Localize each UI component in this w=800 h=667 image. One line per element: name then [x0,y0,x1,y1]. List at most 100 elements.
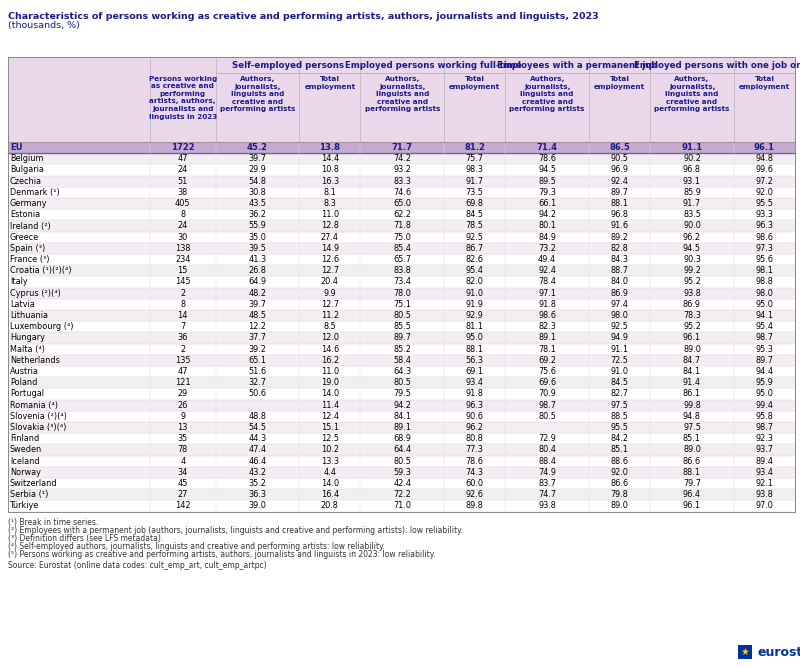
Text: 43.5: 43.5 [248,199,266,208]
Text: 47: 47 [178,367,188,376]
Text: 39.7: 39.7 [249,300,266,309]
Text: 46.4: 46.4 [248,457,266,466]
Text: 48.8: 48.8 [248,412,266,421]
Text: 26: 26 [178,401,188,410]
Text: 71.0: 71.0 [394,502,411,510]
Text: 69.1: 69.1 [466,367,484,376]
Text: 98.6: 98.6 [755,233,774,241]
Text: Persons working
as creative and
performing
artists, authors,
journalists and
lin: Persons working as creative and performi… [149,76,217,119]
Text: 36: 36 [178,334,188,342]
Text: Germany: Germany [10,199,47,208]
Text: 43.2: 43.2 [248,468,266,477]
Text: 66.1: 66.1 [538,199,556,208]
Text: 84.5: 84.5 [466,210,484,219]
Bar [8,254,795,265]
Text: 79.5: 79.5 [394,390,411,398]
Text: Austria: Austria [10,367,39,376]
Bar [8,444,795,456]
Text: Employed persons with one job only: Employed persons with one job only [634,61,800,70]
Text: Lithuania: Lithuania [10,311,48,320]
Text: Spain (³): Spain (³) [10,244,46,253]
Text: 74.6: 74.6 [393,188,411,197]
Text: 13.8: 13.8 [319,143,340,152]
Text: 74.3: 74.3 [466,468,484,477]
Text: Netherlands: Netherlands [10,356,60,365]
Text: 92.1: 92.1 [755,479,774,488]
Text: Iceland: Iceland [10,457,40,466]
Text: 91.4: 91.4 [683,378,701,388]
Text: 12.7: 12.7 [321,300,339,309]
Text: 96.8: 96.8 [610,210,629,219]
Text: 80.5: 80.5 [538,412,556,421]
Text: 75.7: 75.7 [466,154,484,163]
Text: 19.0: 19.0 [321,378,339,388]
Text: 96.2: 96.2 [466,423,484,432]
Text: 75.0: 75.0 [394,233,411,241]
Text: 59.3: 59.3 [394,468,411,477]
Text: 50.6: 50.6 [248,390,266,398]
Text: 13: 13 [178,423,188,432]
Text: 234: 234 [175,255,190,264]
Text: 88.7: 88.7 [610,266,629,275]
Text: 80.8: 80.8 [466,434,484,444]
Text: 88.6: 88.6 [610,457,629,466]
Text: 78.1: 78.1 [538,345,556,354]
Text: 78.4: 78.4 [538,277,556,287]
Text: 83.3: 83.3 [394,177,411,185]
Text: 86.1: 86.1 [683,390,701,398]
Text: 73.4: 73.4 [394,277,411,287]
Text: 14.0: 14.0 [321,479,339,488]
Text: 20.4: 20.4 [321,277,339,287]
Text: Finland: Finland [10,434,39,444]
Text: 85.4: 85.4 [394,244,411,253]
Text: 82.0: 82.0 [466,277,484,287]
Text: Denmark (¹): Denmark (¹) [10,188,60,197]
Text: 82.3: 82.3 [538,322,556,331]
Text: 12.7: 12.7 [321,266,339,275]
Text: 20.8: 20.8 [321,502,338,510]
Text: 11.4: 11.4 [321,401,339,410]
Text: 98.8: 98.8 [755,277,774,287]
Text: 97.5: 97.5 [610,401,629,410]
Text: 90.3: 90.3 [683,255,701,264]
Text: 91.9: 91.9 [466,300,484,309]
Text: 51.6: 51.6 [248,367,266,376]
Bar [8,456,795,467]
Text: 8.5: 8.5 [323,322,336,331]
Bar [8,467,795,478]
Text: Czechia: Czechia [10,177,42,185]
Text: 95.2: 95.2 [683,277,701,287]
Bar [8,209,795,220]
Text: 11.0: 11.0 [321,210,339,219]
Text: 82.8: 82.8 [610,244,629,253]
Text: 74.9: 74.9 [538,468,556,477]
Text: 98.3: 98.3 [466,165,484,175]
Text: 92.6: 92.6 [466,490,484,500]
Text: 99.2: 99.2 [683,266,701,275]
Text: (thousands, %): (thousands, %) [8,21,80,30]
Text: 65.1: 65.1 [248,356,266,365]
Text: 83.7: 83.7 [538,479,556,488]
Text: 9: 9 [180,412,186,421]
Text: 26.8: 26.8 [248,266,266,275]
Text: 39.7: 39.7 [249,154,266,163]
Text: 39.2: 39.2 [249,345,266,354]
Text: 79.8: 79.8 [610,490,629,500]
Text: 72.9: 72.9 [538,434,556,444]
Text: 91.1: 91.1 [682,143,702,152]
Text: 96.2: 96.2 [683,233,701,241]
Text: Ireland (²): Ireland (²) [10,221,50,231]
Bar [8,489,795,500]
Text: 45: 45 [178,479,188,488]
Text: 80.1: 80.1 [538,221,556,231]
Text: 72.5: 72.5 [610,356,629,365]
Text: 15: 15 [178,266,188,275]
Text: 29.9: 29.9 [249,165,266,175]
Text: 74.2: 74.2 [394,154,411,163]
Text: 97.2: 97.2 [755,177,774,185]
Bar [8,310,795,321]
Text: EU: EU [10,143,22,152]
Text: 91.1: 91.1 [610,345,629,354]
Text: 14.4: 14.4 [321,154,339,163]
Text: Authors,
journalists,
linguists and
creative and
performing artists: Authors, journalists, linguists and crea… [510,76,585,112]
